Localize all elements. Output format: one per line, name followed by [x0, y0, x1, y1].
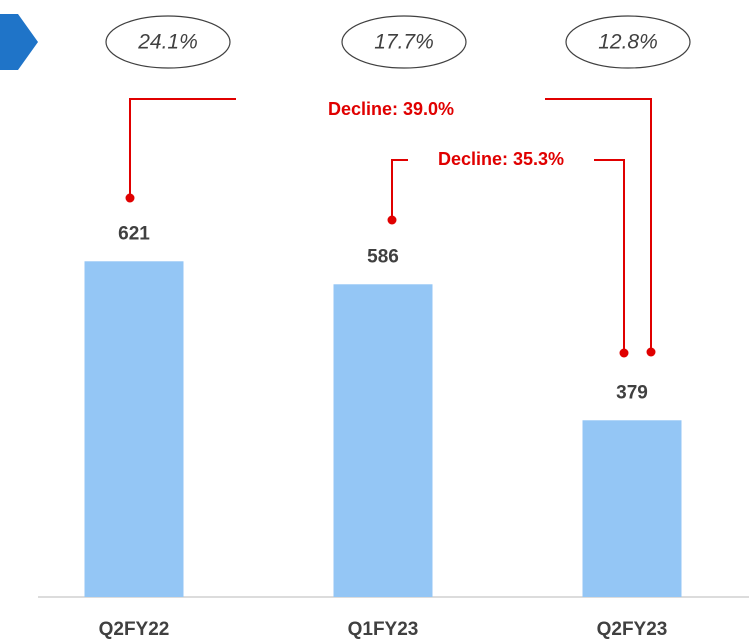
data-label: 621 [118, 223, 150, 244]
dot [125, 193, 135, 203]
growth-ellipse [341, 15, 467, 69]
growth-ellipse [105, 15, 231, 69]
growth-label: 24.1% [137, 31, 198, 54]
data-label: 379 [616, 382, 648, 403]
bar [84, 261, 184, 597]
bar [333, 284, 433, 597]
bar [582, 420, 682, 597]
dot [619, 348, 629, 358]
arrow-icon [0, 14, 38, 70]
data-label: 586 [367, 246, 399, 267]
dot [387, 215, 397, 225]
x-tick-label: Q2FY22 [99, 619, 170, 640]
annotation: Decline: 39.0% [328, 99, 454, 119]
x-tick-label: Q1FY23 [348, 619, 419, 640]
annotation: Decline: 35.3% [438, 149, 564, 169]
x-tick-label: Q2FY23 [597, 619, 668, 640]
bracket-line [391, 159, 408, 220]
bracket-line [545, 98, 652, 352]
bracket-line [129, 98, 236, 198]
bracket-dots [125, 193, 656, 358]
dot [646, 347, 656, 357]
decline-brackets [129, 98, 652, 353]
bracket-line [594, 159, 625, 353]
growth-ellipse [565, 15, 691, 69]
growth-label: 12.8% [598, 31, 658, 54]
growth-label: 17.7% [374, 31, 434, 54]
